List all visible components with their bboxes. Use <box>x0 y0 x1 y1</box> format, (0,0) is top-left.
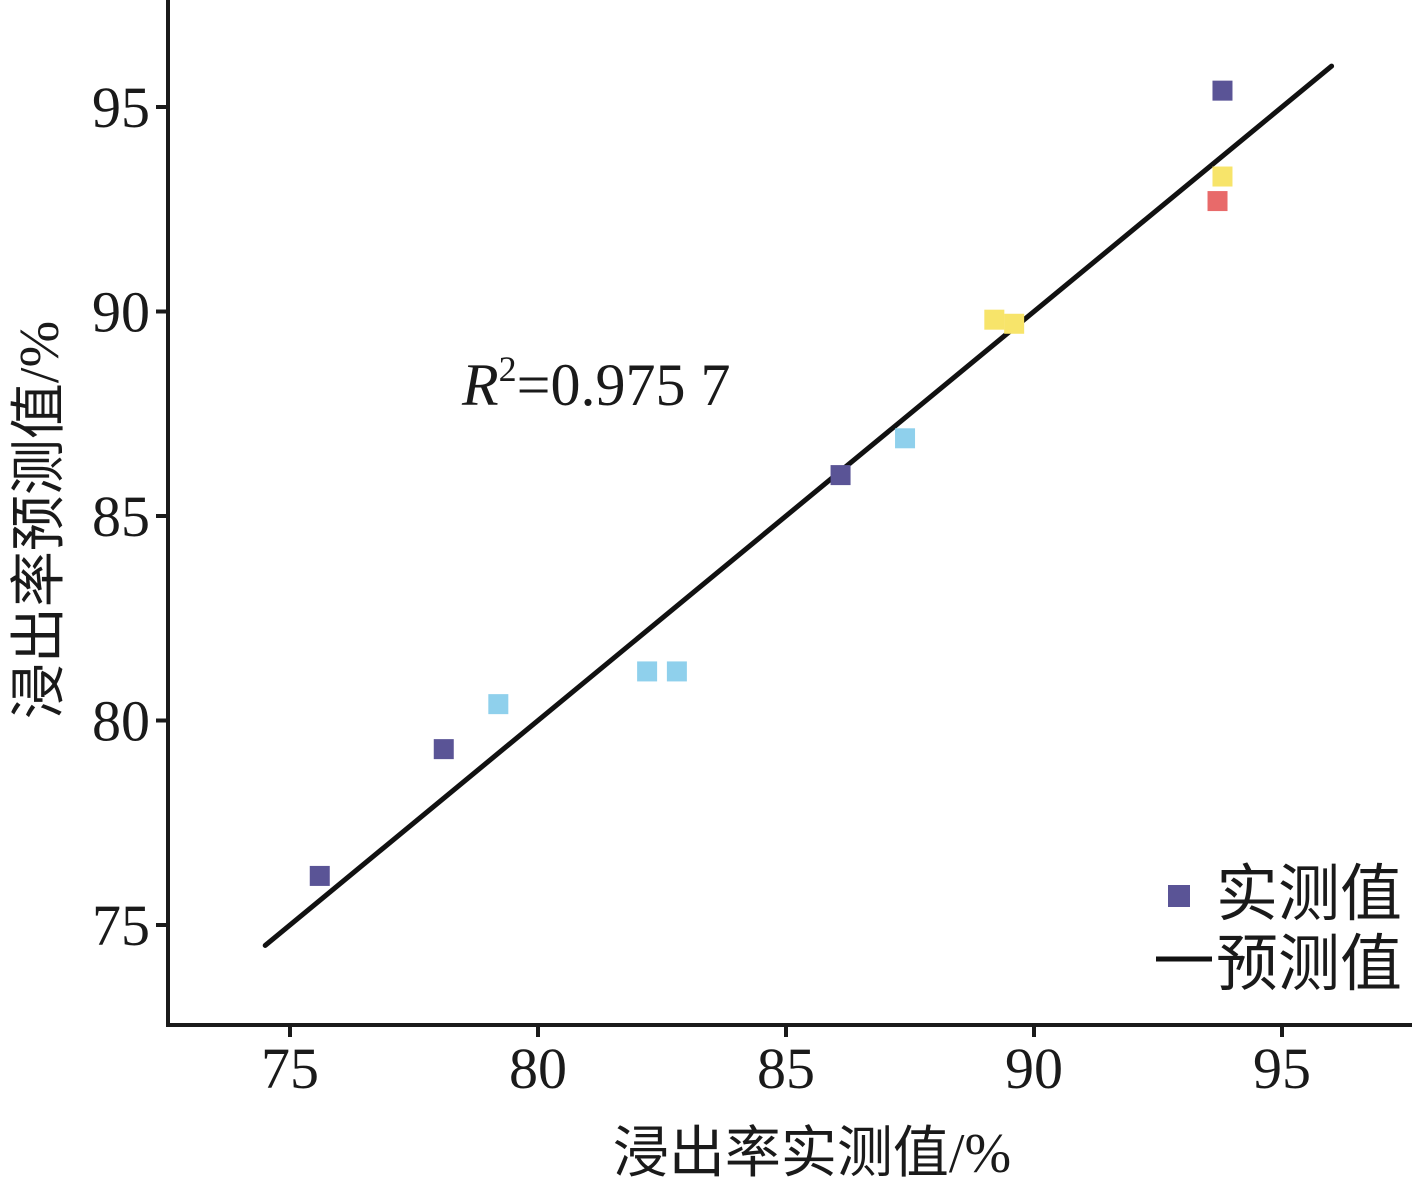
data-point <box>488 694 509 715</box>
legend-label-predicted: 预测值 <box>1216 931 1402 999</box>
axis-ticks: 75 80 85 90 95 75 80 85 90 95 <box>92 75 1311 1101</box>
x-tick-label: 95 <box>1253 1036 1311 1101</box>
data-point <box>830 465 851 486</box>
r-symbol: R <box>461 352 499 418</box>
data-point <box>666 661 687 682</box>
r-superscript: 2 <box>499 349 517 389</box>
y-tick-label: 75 <box>92 893 150 958</box>
data-point <box>984 309 1005 330</box>
x-axis-title: 浸出率实测值/% <box>613 1123 1011 1181</box>
data-point <box>637 661 658 682</box>
y-tick-label: 90 <box>92 280 150 345</box>
legend-marker-measured <box>1168 885 1190 907</box>
data-point <box>895 428 916 449</box>
data-point <box>1212 166 1233 187</box>
x-tick-label: 90 <box>1005 1036 1063 1101</box>
data-point <box>1207 191 1228 212</box>
data-point <box>309 865 330 886</box>
x-tick-label: 80 <box>509 1036 567 1101</box>
plot-area <box>262 63 1335 948</box>
y-tick-label: 80 <box>92 689 150 754</box>
y-axis-title: 浸出率预测值/% <box>9 321 71 719</box>
y-tick-label: 85 <box>92 484 150 549</box>
x-tick-label: 85 <box>757 1036 815 1101</box>
data-point <box>1212 80 1233 101</box>
data-point <box>433 739 454 760</box>
data-point <box>1004 313 1025 334</box>
legend-label-measured: 实测值 <box>1216 861 1402 929</box>
r-squared-annotation: R2=0.975 7 <box>461 349 731 418</box>
x-tick-label: 75 <box>261 1036 319 1101</box>
legend: 实测值 预测值 <box>1156 861 1402 999</box>
r-value: =0.975 7 <box>517 352 731 418</box>
prediction-line <box>262 63 1335 948</box>
y-tick-label: 95 <box>92 75 150 140</box>
